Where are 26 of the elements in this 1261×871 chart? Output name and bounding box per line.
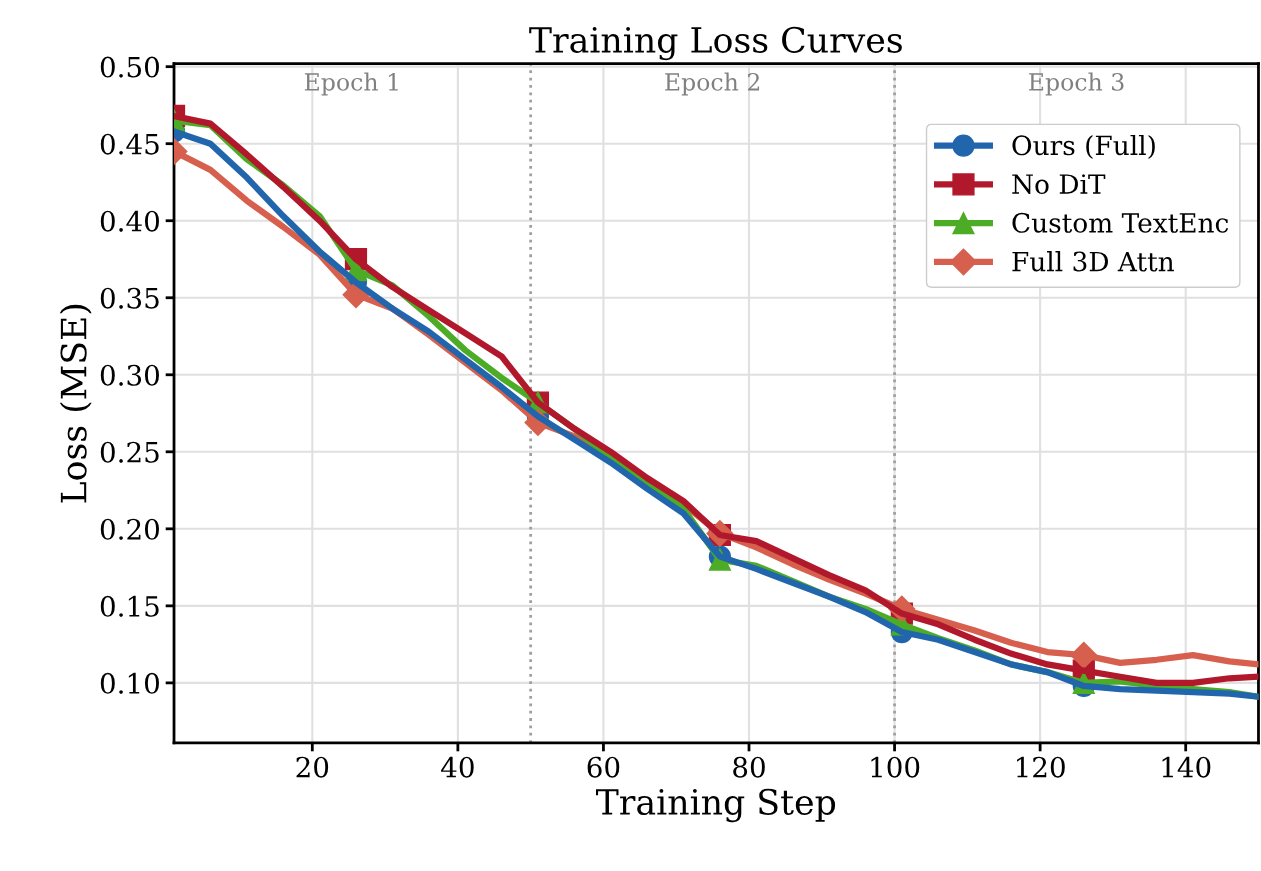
x-tick-label: 60 [587,756,620,778]
y-tick-label: 0.20 [100,518,159,540]
chart-title: Training Loss Curves [529,26,902,61]
x-tick-label: 80 [733,756,765,778]
legend-label: Full 3D Attn [1012,251,1174,272]
y-tick-label: 0.40 [100,210,159,232]
x-tick-label: 100 [871,756,920,778]
y-tick-label: 0.45 [100,133,159,155]
annotation: Epoch 1 [304,72,398,96]
y-tick-label: 0.35 [100,287,159,309]
legend-label: Custom TextEnc [1012,212,1229,233]
y-tick-label: 0.30 [100,364,159,386]
y-tick-label: 0.25 [100,441,159,463]
legend-label: Ours (Full) [1012,134,1155,160]
x-tick-label: 20 [296,756,329,778]
x-tick-label: 140 [1162,756,1211,778]
legend-label: No DiT [1012,174,1106,195]
annotation: Epoch 2 [665,72,760,96]
x-tick-label: 120 [1017,756,1065,778]
x-tick-label: 40 [441,756,474,778]
y-tick-label: 0.15 [100,595,159,617]
y-tick-label: 0.50 [100,56,159,78]
annotation: Epoch 3 [1029,72,1124,96]
y-axis-title: Loss (MSE) [59,304,92,503]
x-axis-title: Training Step [596,788,836,823]
y-tick-label: 0.10 [100,672,159,694]
